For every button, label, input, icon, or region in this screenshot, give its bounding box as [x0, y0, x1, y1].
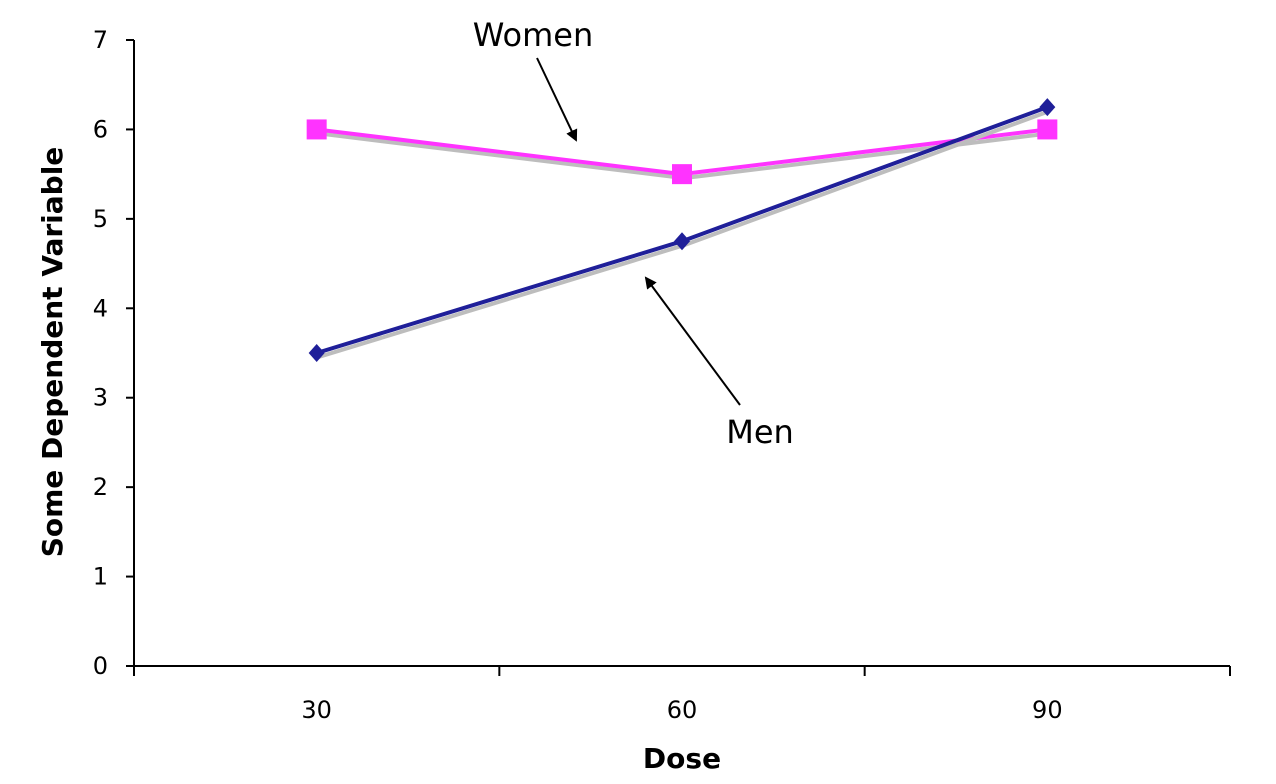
- data-point: [672, 164, 692, 185]
- annotation-women-arrow: [536, 57, 578, 142]
- y-axis-title: Some Dependent Variable: [36, 147, 69, 558]
- x-axis-title: Dose: [643, 742, 721, 775]
- data-point: [1039, 98, 1056, 117]
- annotation-men-arrow: [644, 276, 741, 406]
- y-tick-label: 3: [93, 384, 108, 412]
- data-point: [308, 344, 325, 362]
- x-ticks: 30 60 90: [133, 666, 1231, 724]
- x-tick-label: 90: [1032, 696, 1063, 724]
- data-point: [306, 119, 327, 140]
- annotations: Women Men: [473, 16, 794, 451]
- series-layer: [306, 98, 1058, 362]
- data-point: [1037, 119, 1058, 140]
- y-tick-label: 1: [93, 563, 108, 591]
- y-tick-label: 6: [93, 115, 108, 143]
- annotation-women-label: Women: [473, 16, 593, 54]
- series-men: [308, 98, 1056, 362]
- y-ticks: 0 1 2 3 4 5 6 7: [93, 26, 134, 680]
- y-tick-label: 2: [93, 473, 108, 501]
- annotation-men-label: Men: [726, 413, 794, 451]
- y-tick-label: 5: [93, 205, 108, 233]
- axes: [133, 40, 1230, 667]
- series-women: [306, 119, 1058, 185]
- x-tick-label: 30: [301, 696, 332, 724]
- y-tick-label: 4: [93, 294, 108, 322]
- x-tick-label: 60: [667, 696, 698, 724]
- y-tick-label: 0: [93, 652, 108, 680]
- data-point: [674, 232, 690, 251]
- y-tick-label: 7: [93, 26, 108, 54]
